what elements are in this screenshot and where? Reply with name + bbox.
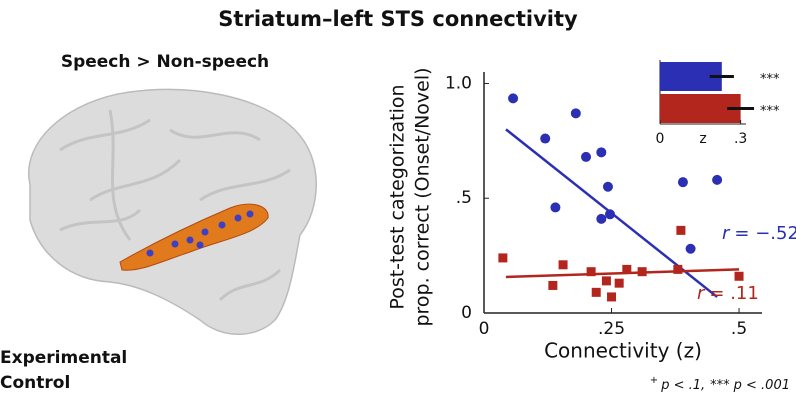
point <box>570 108 581 119</box>
point <box>591 287 601 297</box>
footnote-mark: *** <box>710 378 730 393</box>
footnote-mark: + <box>650 375 658 386</box>
y-tick-label: 0 <box>461 303 472 323</box>
x-tick-label: .3 <box>734 131 747 147</box>
point <box>601 276 611 286</box>
point <box>558 260 568 270</box>
r-symbol: r <box>722 223 731 244</box>
point <box>498 253 508 263</box>
x-axis-label: Connectivity (z) <box>544 339 702 363</box>
y-axis-label: Post-test categorization <box>387 84 409 309</box>
point <box>540 133 551 144</box>
x-tick-label: 0 <box>479 319 490 339</box>
point <box>581 151 592 162</box>
r-annotation: r= −.52+ <box>722 220 796 245</box>
point <box>508 93 519 104</box>
significance: *** <box>760 72 780 87</box>
point <box>604 209 615 220</box>
point <box>548 280 558 290</box>
r-value: = −.52 <box>734 223 796 244</box>
point <box>685 243 696 254</box>
y-tick-label: 1.0 <box>445 73 472 93</box>
y-axis-label: prop. correct (Onset/Novel) <box>412 67 434 326</box>
point <box>607 292 617 302</box>
panel-title: Speech > Non-speech <box>61 52 269 72</box>
point <box>622 264 632 274</box>
footnote-text: p < .1, <box>660 378 705 393</box>
r-annotation: r = .11 <box>697 283 759 304</box>
legend-label: Experimental <box>0 348 127 368</box>
x-tick-label: 0 <box>656 131 665 147</box>
legend-label: Control <box>0 373 70 393</box>
point <box>673 264 683 274</box>
r-value: = .11 <box>709 283 758 304</box>
x-tick-label: .5 <box>731 319 747 339</box>
y-tick-label: .5 <box>456 188 472 208</box>
point <box>596 213 607 224</box>
figure-title: Striatum–left STS connectivity <box>218 7 578 31</box>
point <box>586 267 596 277</box>
point <box>734 271 744 281</box>
brain-image <box>28 88 317 335</box>
point <box>712 174 723 185</box>
point <box>676 225 686 235</box>
r-symbol: r <box>697 283 706 304</box>
significance: *** <box>760 104 780 119</box>
point <box>550 202 561 213</box>
point <box>614 278 624 288</box>
point <box>596 147 607 158</box>
footnote-text: p < .001 <box>733 378 790 393</box>
point <box>602 181 613 192</box>
x-axis-label: z <box>699 131 706 147</box>
point <box>637 267 647 277</box>
x-tick-label: .25 <box>598 319 625 339</box>
point <box>677 177 688 188</box>
footnote: + p < .1, *** p < .001 <box>650 375 790 393</box>
